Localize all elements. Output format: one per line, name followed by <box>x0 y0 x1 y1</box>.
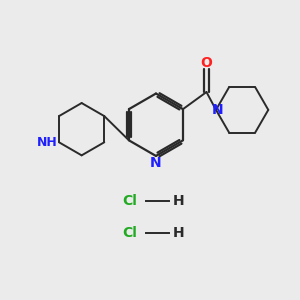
Text: N: N <box>212 103 223 117</box>
Text: NH: NH <box>37 136 58 149</box>
Text: H: H <box>172 194 184 208</box>
Text: O: O <box>200 56 212 70</box>
Text: Cl: Cl <box>122 226 136 240</box>
Text: N: N <box>150 156 162 170</box>
Text: Cl: Cl <box>122 194 136 208</box>
Text: H: H <box>172 226 184 240</box>
